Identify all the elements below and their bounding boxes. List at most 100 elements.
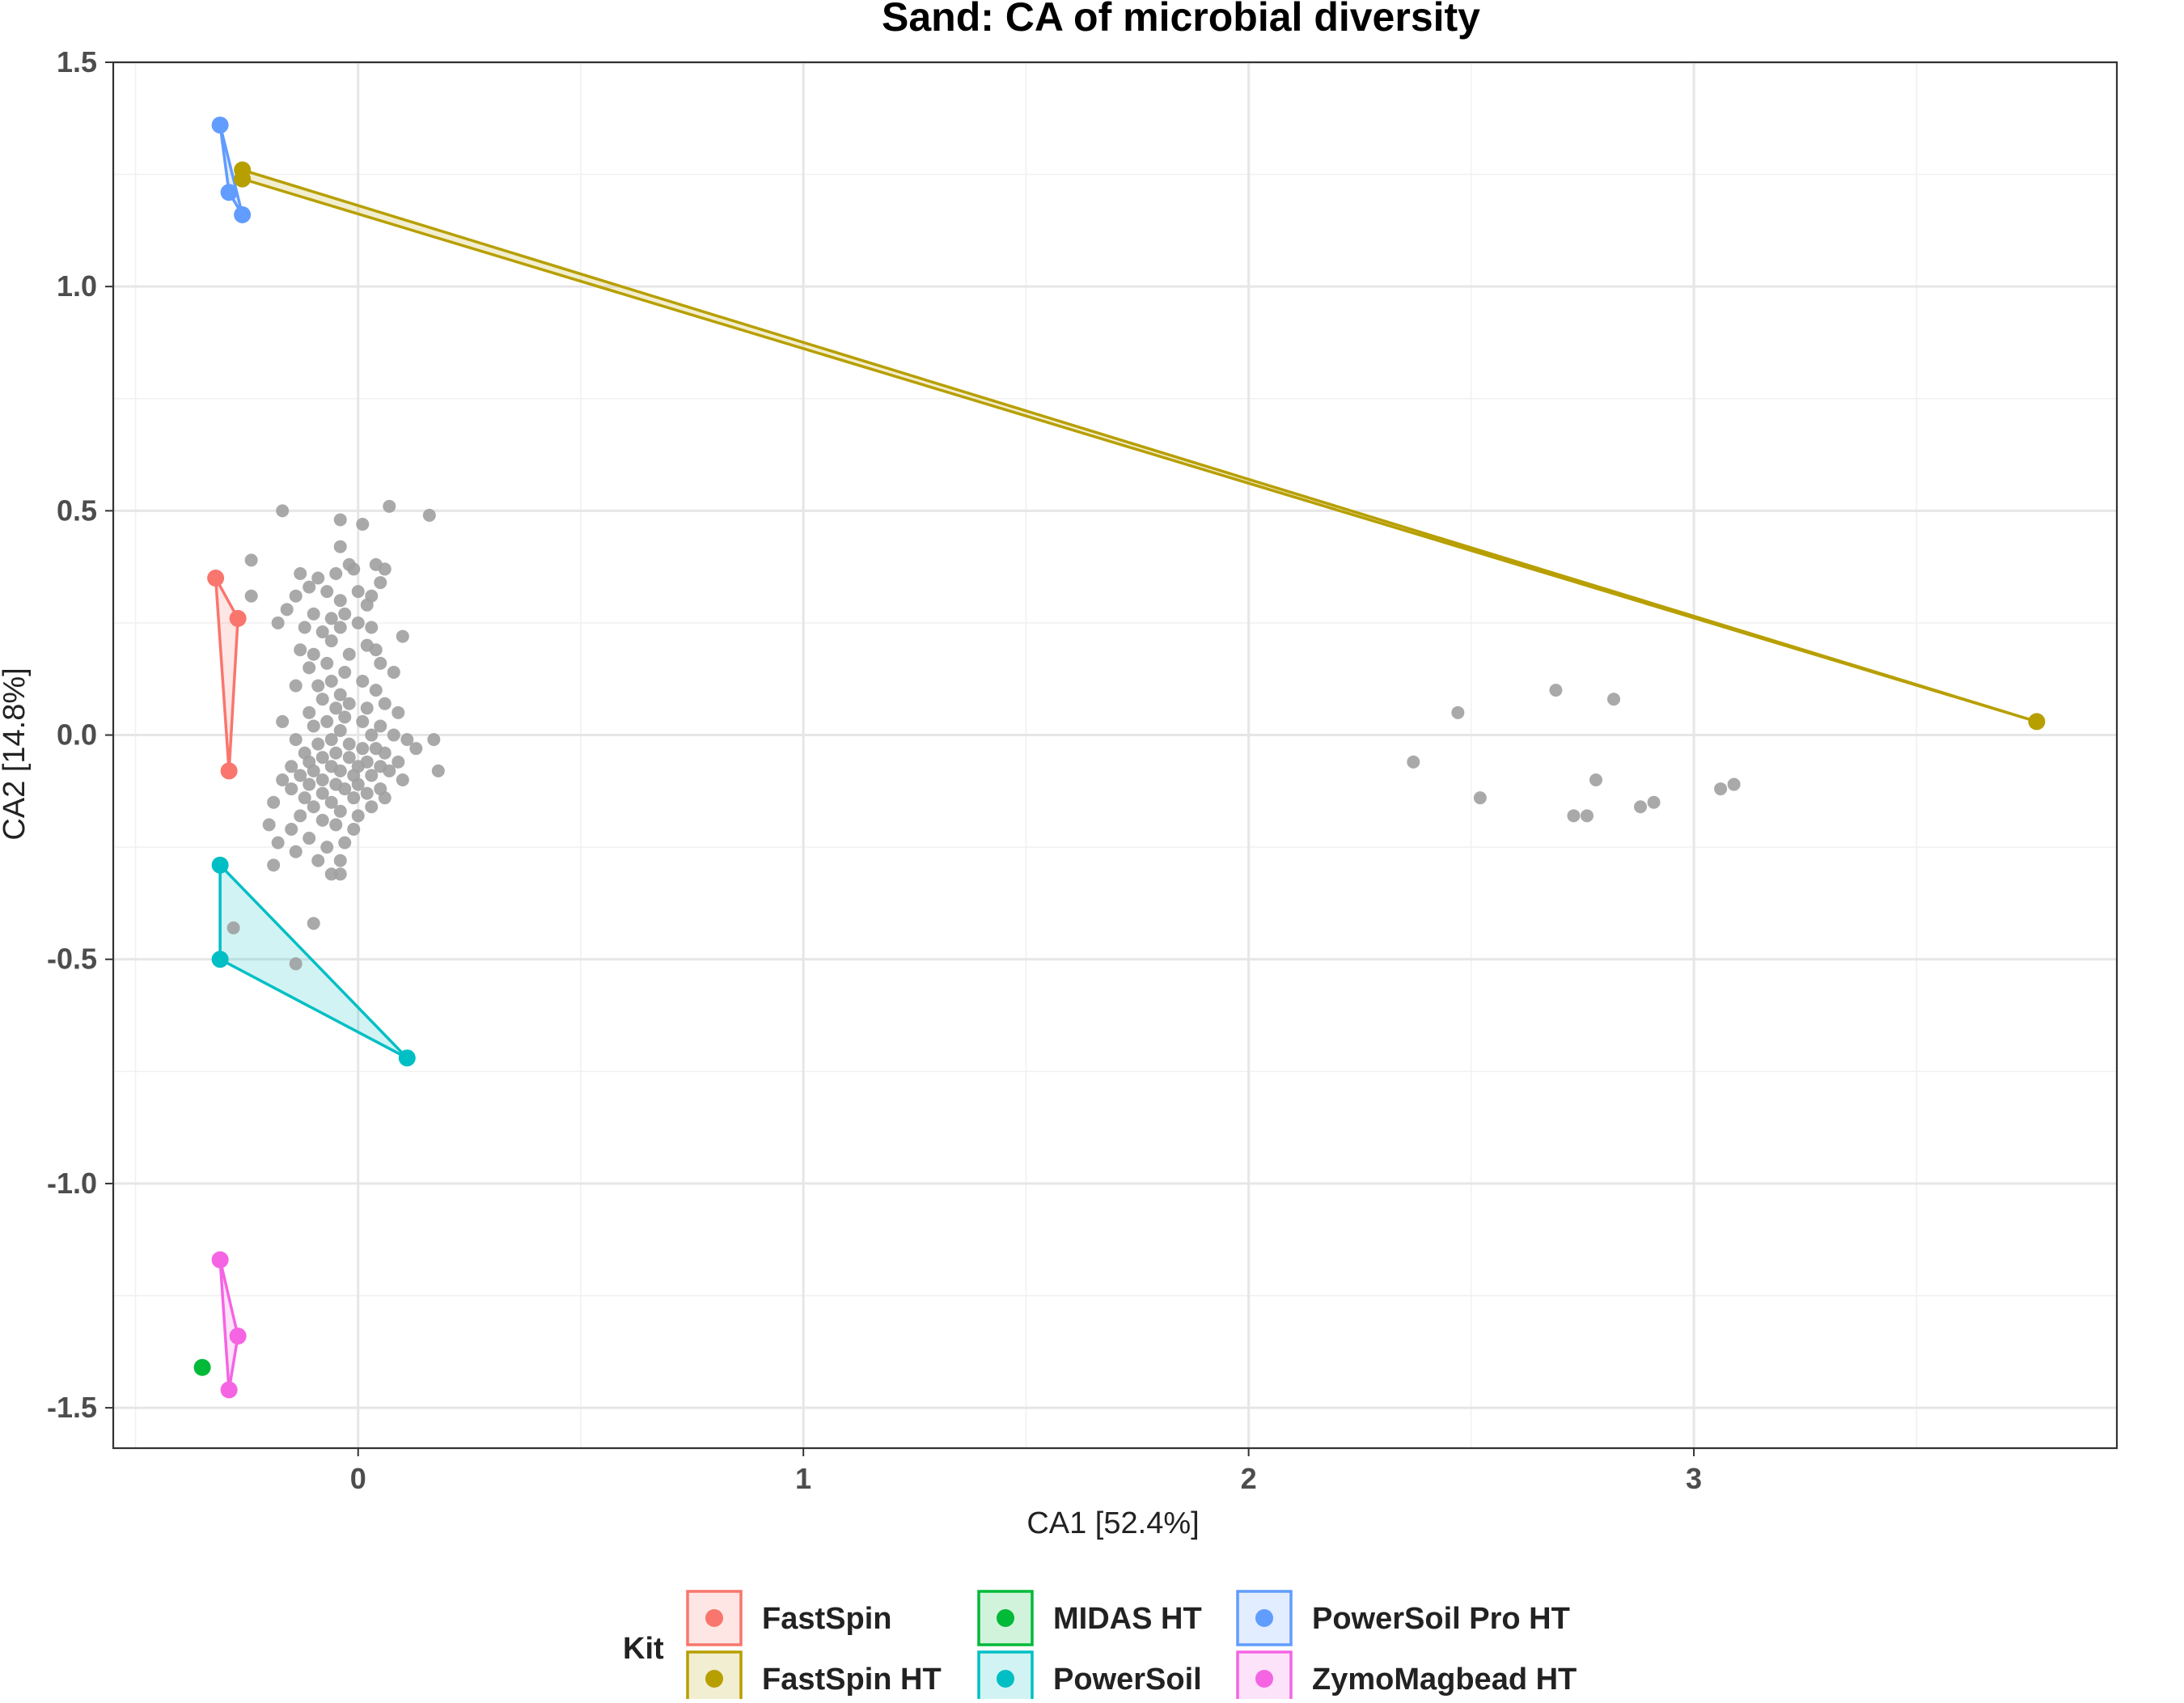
species-point (333, 594, 347, 608)
species-point (378, 791, 392, 805)
legend-key-midas-ht (977, 1590, 1034, 1646)
site-point-powersoil (211, 951, 229, 968)
y-tick-label: -1.0 (47, 1167, 97, 1200)
species-point (315, 751, 329, 765)
species-point (294, 643, 307, 657)
species-point (360, 786, 374, 800)
legend-title: Kit (623, 1632, 664, 1666)
species-point (383, 764, 396, 777)
species-point (1589, 773, 1602, 786)
species-point (409, 742, 423, 756)
species-point (311, 679, 325, 693)
species-point (1451, 705, 1465, 719)
species-point (333, 867, 347, 881)
species-point (329, 818, 343, 832)
species-point (244, 553, 258, 567)
species-point (289, 957, 303, 971)
species-point (400, 733, 414, 747)
species-point (356, 675, 370, 688)
species-point (422, 508, 436, 522)
legend-marker-powersoil (997, 1670, 1014, 1688)
site-point-powersoil-pro-ht (220, 184, 238, 201)
species-point (311, 854, 325, 867)
species-point (374, 656, 387, 670)
species-point (1634, 800, 1648, 814)
species-point (289, 589, 303, 603)
species-point (374, 576, 387, 590)
species-point (298, 621, 311, 634)
species-point (431, 764, 445, 777)
species-point (342, 751, 356, 765)
species-point (338, 782, 352, 796)
species-point (262, 818, 276, 832)
species-point (303, 580, 316, 594)
site-point-fastspin (220, 762, 238, 780)
legend-marker-powersoil-pro-ht (1255, 1609, 1273, 1627)
species-point (1580, 809, 1594, 823)
site-point-powersoil-pro-ht (234, 205, 252, 223)
species-point (356, 518, 370, 531)
species-point (329, 746, 343, 760)
hull-powersoil (218, 863, 409, 1060)
legend-label-powersoil: PowerSoil (1053, 1663, 1202, 1697)
species-point (351, 777, 365, 791)
species-point (320, 656, 334, 670)
y-axis-label: CA2 [14.8%] (0, 667, 32, 840)
species-point (329, 566, 343, 580)
species-point (285, 782, 298, 796)
x-tick-label: 2 (1241, 1462, 1257, 1495)
plot-panel-border (112, 61, 2118, 1450)
species-point (342, 647, 356, 661)
species-point (333, 540, 347, 553)
legend-label-fastspin: FastSpin (762, 1602, 891, 1636)
species-point (298, 791, 311, 805)
species-point (338, 607, 352, 621)
site-point-powersoil (211, 856, 229, 874)
site-point-zymomagbead-ht (229, 1327, 247, 1345)
species-point (338, 665, 352, 679)
axes: 0 1 2 3 -1.5 -1.0 -0.5 0.0 0.5 1.0 1.5 (47, 45, 1702, 1495)
species-point (324, 867, 338, 881)
species-point (396, 773, 409, 786)
species-point (387, 728, 400, 742)
species-point (338, 836, 352, 849)
species-point (294, 769, 307, 782)
species-point (347, 791, 361, 805)
species-point (347, 562, 361, 576)
species-point (307, 764, 320, 777)
species-point (356, 714, 370, 728)
species-point (1407, 755, 1420, 769)
legend-marker-midas-ht (997, 1609, 1014, 1627)
species-point (307, 647, 320, 661)
species-point (360, 701, 374, 715)
species-point (303, 705, 316, 719)
species-point (333, 854, 347, 867)
species-point (271, 616, 285, 629)
species-point (307, 719, 320, 733)
site-point-zymomagbead-ht (220, 1381, 238, 1399)
x-tick-label: 1 (795, 1462, 811, 1495)
species-point (338, 710, 352, 724)
species-point (333, 724, 347, 738)
species-point (324, 795, 338, 809)
species-point (280, 603, 294, 616)
species-point (311, 737, 325, 751)
species-point (383, 499, 396, 513)
y-tick-label: 0.0 (57, 718, 97, 752)
legend: Kit FastSpin FastSpin HT MIDAS HT PowerSoil… (623, 1590, 1577, 1703)
species-point (320, 585, 334, 599)
species-point (387, 665, 400, 679)
species-point (351, 616, 365, 629)
hull-fastspin (214, 576, 239, 773)
species-point (276, 714, 290, 728)
site-point-powersoil-pro-ht (211, 116, 229, 134)
species-point (365, 769, 379, 782)
species-point (333, 688, 347, 701)
species-point (285, 760, 298, 773)
species-point (392, 755, 405, 769)
species-point (396, 629, 409, 643)
species-point (226, 921, 240, 934)
species-point (289, 679, 303, 693)
species-point (320, 841, 334, 854)
